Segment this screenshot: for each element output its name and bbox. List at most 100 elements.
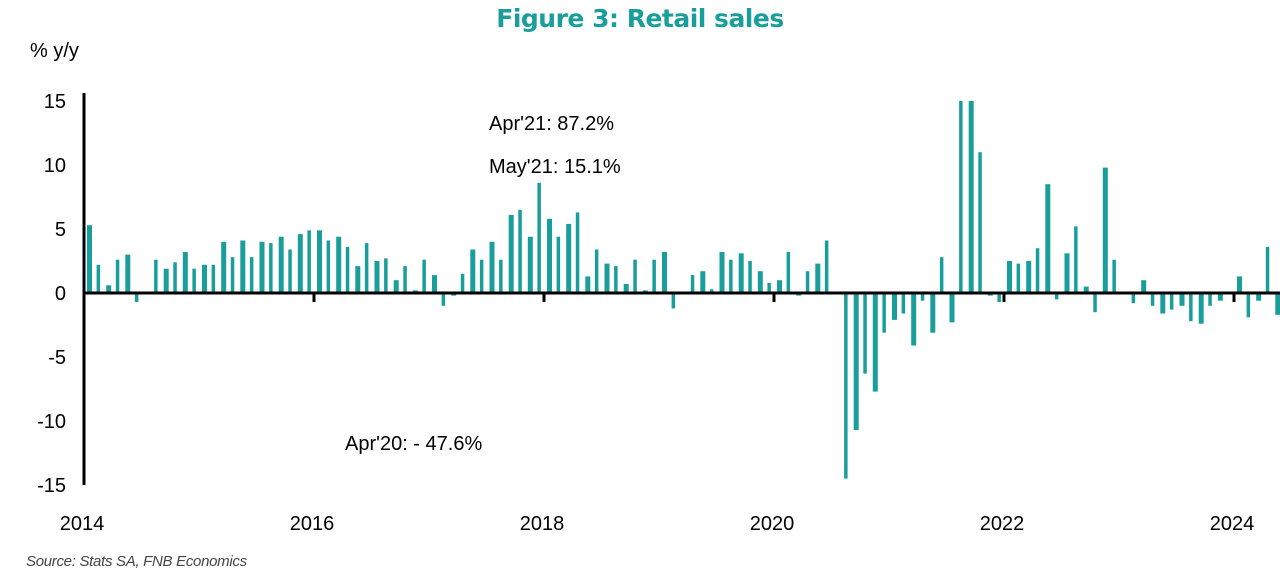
bar	[192, 268, 196, 293]
bar	[355, 266, 361, 293]
bar	[182, 252, 188, 293]
bar	[1275, 293, 1280, 315]
bar	[479, 259, 484, 293]
bar	[738, 253, 744, 293]
x-tick-label: 2018	[520, 513, 565, 535]
bar	[863, 293, 867, 374]
bar	[604, 263, 610, 293]
bar	[259, 241, 265, 293]
bar	[1217, 293, 1223, 301]
y-tick-labels: 15 10 5 0 -5 -10 -15	[37, 91, 66, 497]
bar	[1141, 280, 1147, 293]
bar	[1093, 293, 1097, 313]
bar	[892, 293, 897, 320]
bar	[547, 218, 552, 293]
bar	[623, 284, 629, 293]
bar	[700, 271, 706, 293]
bar	[872, 293, 878, 392]
bar	[959, 101, 963, 293]
bar	[1035, 248, 1040, 293]
bar	[1246, 293, 1251, 318]
bar	[374, 261, 380, 293]
x-tick-label: 2014	[60, 513, 105, 535]
y-tick-label: 0	[55, 283, 66, 305]
bar	[249, 257, 254, 293]
source-note: Source: Stats SA, FNB Economics	[26, 553, 247, 570]
y-tick-label: -5	[48, 347, 66, 369]
bar	[777, 280, 782, 293]
x-tick-label: 2022	[980, 513, 1025, 535]
bar	[824, 240, 829, 293]
bar	[393, 280, 399, 293]
bar	[403, 266, 407, 293]
bar	[115, 259, 120, 293]
bar	[949, 293, 955, 323]
bar	[1179, 293, 1185, 306]
bar	[202, 264, 207, 293]
bar	[1256, 293, 1262, 301]
bar	[432, 275, 437, 293]
bar	[997, 293, 1001, 302]
x-tick-label: 2024	[1210, 513, 1255, 535]
bar	[1112, 259, 1116, 293]
y-tick-label: 10	[44, 155, 66, 177]
bar	[566, 223, 572, 293]
y-axis-label: % y/y	[30, 40, 79, 62]
bar	[441, 293, 446, 306]
bar	[345, 246, 350, 293]
bar	[652, 259, 656, 293]
bar	[278, 236, 284, 293]
bar	[1016, 263, 1021, 293]
bar	[106, 285, 112, 293]
bar	[125, 254, 131, 293]
bar	[978, 152, 982, 293]
bar	[163, 268, 169, 293]
bar	[614, 266, 618, 293]
bar	[767, 282, 771, 293]
bar	[709, 289, 714, 293]
y-tick-label: -15	[37, 475, 66, 497]
bar	[748, 261, 752, 293]
bar	[1265, 246, 1270, 293]
bar	[364, 243, 369, 293]
bar	[1131, 293, 1136, 304]
bar	[1102, 167, 1108, 293]
x-tick-label: 2016	[290, 513, 335, 535]
bar	[288, 249, 292, 293]
bar	[508, 214, 514, 293]
bar	[499, 259, 503, 293]
chart-title: Figure 3: Retail sales	[496, 4, 784, 33]
bar	[633, 259, 637, 293]
bar	[815, 263, 821, 293]
bar	[87, 225, 92, 293]
bar	[920, 293, 925, 301]
bar	[1189, 293, 1193, 322]
bar	[556, 236, 561, 293]
bar	[336, 236, 342, 293]
bar	[134, 293, 139, 302]
bar	[1208, 293, 1212, 306]
bar	[518, 209, 522, 293]
annotation-label: Apr'21: 87.2%	[489, 113, 614, 135]
y-tick-label: 5	[55, 219, 66, 241]
bar	[211, 264, 216, 293]
x-tick-labels: 2014 2016 2018 2020 2022 2024	[60, 513, 1255, 535]
annotations-group: Apr'21: 87.2% May'21: 15.1% Apr'20: - 47.6…	[345, 113, 621, 455]
y-tick-label: -10	[37, 411, 66, 433]
annotation-label: Apr'20: - 47.6%	[345, 433, 482, 455]
bar	[1169, 293, 1174, 310]
bar	[805, 271, 810, 293]
bar	[585, 276, 591, 293]
bar	[1237, 276, 1242, 293]
bar	[911, 293, 917, 346]
bar	[1083, 286, 1089, 293]
bar	[719, 252, 725, 293]
bar	[968, 101, 974, 293]
bar	[757, 271, 763, 293]
bar	[307, 230, 311, 293]
bar	[221, 241, 227, 293]
bar	[930, 293, 936, 333]
bar	[154, 259, 158, 293]
bar	[269, 243, 273, 293]
bar	[575, 212, 580, 293]
